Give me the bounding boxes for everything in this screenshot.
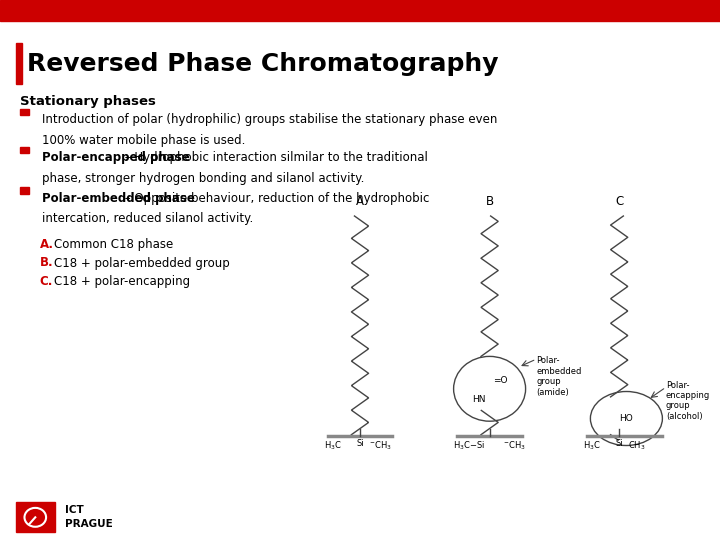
Text: ICT: ICT [65,505,84,515]
Text: Stationary phases: Stationary phases [20,94,156,107]
Text: Si: Si [356,439,364,448]
Text: C.: C. [40,275,53,288]
Text: 100% water mobile phase is used.: 100% water mobile phase is used. [42,134,245,147]
Text: $^{-}$CH$_3$: $^{-}$CH$_3$ [503,439,526,451]
Bar [16,502,55,532]
Bar [20,109,29,116]
Text: PRAGUE: PRAGUE [65,519,112,529]
Text: Polar-
encapping
group
(alcohol): Polar- encapping group (alcohol) [666,381,710,421]
Text: intercation, reduced silanol activity.: intercation, reduced silanol activity. [42,212,253,225]
Bar [16,43,22,84]
Bar [20,187,29,194]
Text: Introduction of polar (hydrophilic) groups stabilise the stationary phase even: Introduction of polar (hydrophilic) grou… [42,113,497,126]
Text: CH$_3$: CH$_3$ [628,439,645,451]
Text: Polar-embedded phase: Polar-embedded phase [42,192,194,205]
Text: H$_3$C: H$_3$C [324,439,342,451]
Text: A.: A. [40,238,53,251]
Text: Polar-encapped phase: Polar-encapped phase [42,151,189,164]
Text: – Hydrophobic interaction silmilar to the traditional: – Hydrophobic interaction silmilar to th… [121,151,428,164]
Text: C18 + polar-embedded group: C18 + polar-embedded group [54,256,230,269]
Text: Si: Si [616,439,623,448]
Text: Polar-
embedded
group
(amide): Polar- embedded group (amide) [536,356,582,396]
Text: Reversed Phase Chromatography: Reversed Phase Chromatography [27,52,499,76]
Text: phase, stronger hydrogen bonding and silanol activity.: phase, stronger hydrogen bonding and sil… [42,172,364,185]
Text: B: B [485,195,494,208]
Text: HN: HN [472,395,485,404]
Text: – Opposite behaviour, reduction of the hydrophobic: – Opposite behaviour, reduction of the h… [121,192,429,205]
Text: C: C [615,195,624,208]
Text: H$_3$C: H$_3$C [583,439,601,451]
Text: B.: B. [40,256,53,269]
Text: H$_3$C$-$Si: H$_3$C$-$Si [454,439,485,451]
Text: $^{-}$CH$_3$: $^{-}$CH$_3$ [369,439,392,451]
Text: HO: HO [619,414,634,423]
Bar [0,0,720,21]
Bar [20,147,29,153]
Text: =O: =O [493,376,508,385]
Text: C18 + polar-encapping: C18 + polar-encapping [54,275,190,288]
Text: Common C18 phase: Common C18 phase [54,238,174,251]
Text: A: A [356,195,364,208]
